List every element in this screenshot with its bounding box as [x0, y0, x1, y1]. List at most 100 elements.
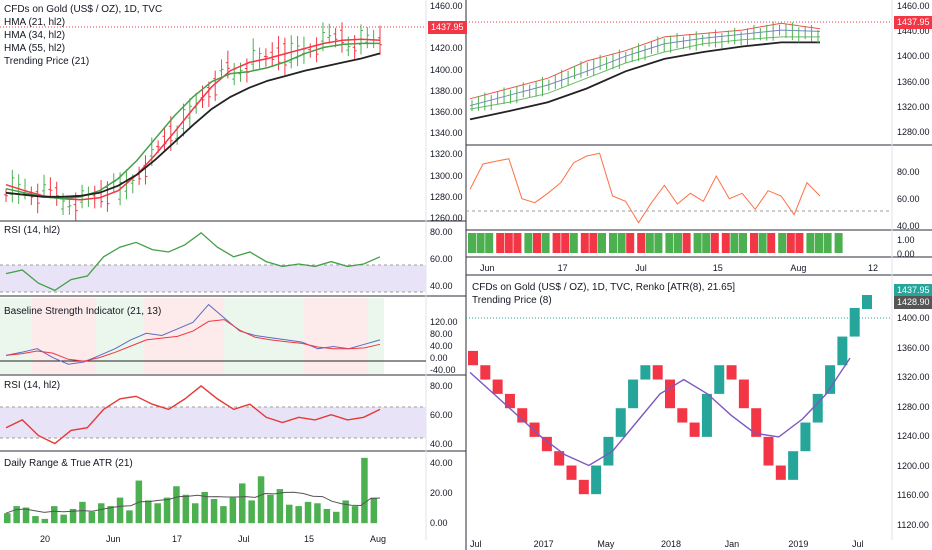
atr-bar — [248, 500, 255, 524]
rt-state-bar — [626, 233, 635, 253]
rt-state-bar — [682, 233, 691, 253]
atr-bar — [126, 510, 133, 524]
renko-brick — [529, 422, 540, 437]
renko-brick — [689, 422, 700, 437]
left-price-tick-8: 1300.00 — [430, 170, 463, 181]
rt-state-bar — [589, 233, 598, 253]
rt-xlabel-0: Jun — [480, 263, 495, 273]
bsi-bg — [320, 298, 336, 374]
rsi-title: RSI (14, hl2) — [4, 225, 61, 236]
rb-price-tag: 1437.95 — [894, 284, 932, 297]
rb-price-tag-2: 1428.90 — [894, 296, 932, 309]
bsi-bg — [80, 298, 96, 374]
renko-brick — [517, 408, 528, 423]
renko-brick — [468, 350, 478, 366]
atr-line — [5, 491, 381, 514]
renko-brick — [640, 365, 651, 380]
atr-bar — [154, 503, 161, 524]
atr-bar — [163, 497, 171, 524]
rt-state-bar — [580, 233, 589, 253]
bsi-bg — [304, 298, 320, 374]
rt-band-line-1 — [469, 29, 821, 107]
renko-brick — [578, 479, 589, 495]
rt-state-bar — [815, 233, 823, 253]
rt-state-bar — [730, 233, 739, 253]
renko-brick — [800, 422, 811, 452]
renko-brick — [788, 451, 799, 480]
rb-xlabel-1: 2017 — [533, 539, 554, 549]
hma-55-line — [5, 52, 381, 198]
atr-bar — [304, 501, 312, 524]
bsi-title: Baseline Strength Indicator (21, 13) — [4, 306, 162, 317]
rt-osc-tick-0: 80.00 — [897, 167, 920, 177]
rt-state-bar — [513, 233, 522, 253]
bsi-tick-0: 120.00 — [430, 317, 458, 327]
atr-bar — [41, 518, 49, 524]
rt-xlabel-1: 17 — [557, 263, 568, 273]
atr-bar — [145, 500, 152, 524]
bsi-bg — [160, 298, 176, 374]
rb-price-tick-5: 1200.00 — [897, 460, 930, 471]
rt-state-bar — [823, 233, 832, 253]
rsi2-tick-0: 80.00 — [430, 381, 453, 391]
rt-xlabel-3: 15 — [712, 263, 723, 273]
bsi-bg — [224, 298, 240, 374]
bsi-bg — [16, 298, 32, 374]
rt-state-bar — [561, 233, 570, 253]
renko-brick — [837, 336, 848, 366]
left-price-tick-0: 1460.00 — [430, 1, 463, 11]
rt-state-bar — [569, 233, 578, 253]
bsi-bg — [352, 298, 368, 374]
renko-brick — [554, 451, 565, 466]
hma-21-line — [5, 38, 381, 201]
rb-legend-0: CFDs on Gold (US$ / OZ), 1D, TVC, Renko … — [472, 282, 736, 293]
left-price-tick-5: 1360.00 — [430, 107, 463, 117]
rsi2-title: RSI (14, hl2) — [4, 380, 61, 391]
left-price-tick-6: 1340.00 — [430, 128, 463, 139]
bsi-bg — [64, 298, 80, 374]
rt-state-bar — [710, 233, 719, 253]
atr-bar — [370, 497, 378, 524]
bsi-line — [5, 303, 381, 365]
rt-state-bar — [468, 233, 476, 253]
bsi-bg — [192, 298, 208, 374]
atr-bar — [182, 494, 190, 524]
rb-price-tick-0: 1400.00 — [897, 313, 930, 323]
rt-xlabel-5: 12 — [868, 263, 879, 273]
rt-state-bar — [702, 233, 711, 253]
rt-state-bar — [609, 233, 617, 253]
bsi-bg — [176, 298, 192, 374]
rb-legend-1: Trending Price (8) — [472, 295, 552, 306]
rsi-tick-2: 40.00 — [430, 281, 453, 291]
atr-bar — [69, 508, 77, 524]
rsi2-line — [5, 385, 381, 445]
renko-brick — [726, 365, 737, 380]
atr-title: Daily Range & True ATR (21) — [4, 458, 133, 469]
rt-state-bar — [750, 233, 758, 253]
rsi-band — [0, 265, 426, 292]
renko-brick — [603, 436, 614, 466]
rt-state-bar — [598, 233, 606, 253]
rt-price-tag: 1437.95 — [894, 16, 932, 29]
atr-tick-0: 40.00 — [430, 458, 453, 468]
rt-state-bar — [476, 233, 485, 253]
rt-state-bar — [806, 233, 815, 253]
atr-bar — [361, 457, 368, 524]
bsi-tick-3: 0.00 — [430, 353, 448, 363]
renko-brick — [504, 393, 515, 409]
atr-bar — [267, 494, 274, 524]
rb-xlabel-4: Jan — [724, 539, 740, 549]
rsi-tick-0: 80.00 — [430, 227, 453, 237]
rb-price-tick-3: 1280.00 — [897, 401, 930, 412]
left-price-tick-10: 1260.00 — [430, 213, 463, 223]
atr-bar — [88, 511, 96, 524]
renko-brick — [677, 408, 688, 423]
left-xlabel-3: Jul — [238, 534, 250, 544]
left-xlabel-0: 20 — [40, 534, 51, 544]
atr-bar — [220, 506, 227, 524]
rt-state-bar — [496, 233, 505, 253]
rt-state-bar — [767, 233, 776, 253]
bsi-bg — [144, 298, 160, 374]
rb-price-tick-4: 1240.00 — [897, 431, 930, 442]
